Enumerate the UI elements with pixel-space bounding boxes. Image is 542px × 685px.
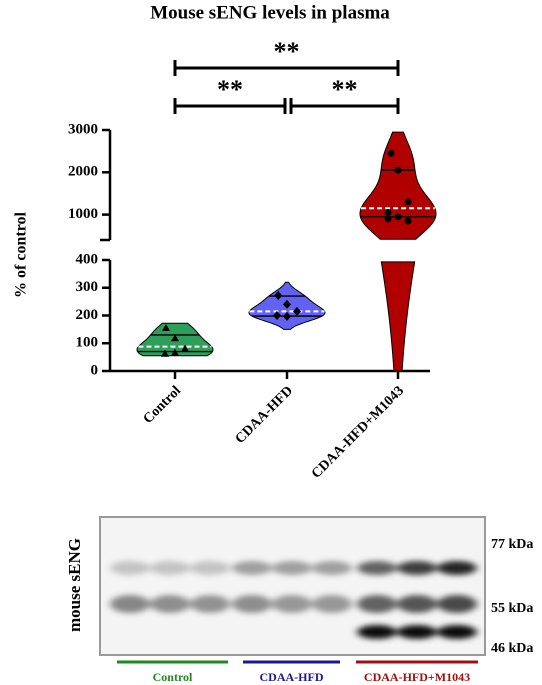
data-point (273, 311, 281, 320)
y-tick-label: 0 (91, 362, 99, 378)
data-point (274, 291, 283, 301)
band (150, 595, 190, 613)
blot-bands (110, 561, 477, 639)
significance-label: ** (217, 75, 243, 104)
group-label: CDAA-HFD+M1043 (364, 670, 470, 684)
band (110, 561, 150, 575)
data-point (283, 299, 291, 309)
group-label: CDAA-HFD (260, 670, 324, 684)
chart-title: Mouse sENG levels in plasma (150, 2, 390, 23)
band (272, 595, 312, 613)
band (437, 625, 477, 639)
band (437, 595, 477, 613)
y-tick-label: 2000 (68, 164, 98, 180)
data-point (404, 198, 412, 206)
plot: 0 100 200 300 400 1000 2000 3000 Control CDAA-HFD… (68, 37, 437, 482)
band (397, 561, 437, 575)
band (437, 561, 477, 575)
data-point (181, 344, 189, 352)
band (357, 561, 397, 575)
y-tick-label: 3000 (68, 121, 98, 137)
data-point (293, 306, 301, 316)
violin (380, 261, 416, 372)
data-point (283, 311, 291, 321)
data-point (171, 348, 179, 356)
kda-label: 46 kDa (491, 641, 533, 656)
band (397, 595, 437, 613)
data-point (384, 215, 392, 223)
band (110, 595, 150, 613)
band (190, 561, 230, 575)
band (312, 595, 352, 613)
data-point (394, 213, 402, 221)
data-point (404, 217, 412, 225)
x-tick-label: CDAA-HFD+M1043 (309, 383, 407, 481)
band (357, 595, 397, 613)
band (232, 595, 272, 613)
y-tick-label: 200 (76, 307, 99, 323)
band (272, 561, 312, 575)
y-tick-label: 400 (76, 251, 99, 267)
data-point (394, 166, 402, 174)
significance-label: ** (332, 75, 358, 104)
band (232, 561, 272, 575)
data-point (171, 334, 179, 342)
band (397, 625, 437, 639)
x-tick-label: CDAA-HFD (233, 383, 296, 446)
kda-label: 55 kDa (491, 601, 533, 616)
y-axis-label: % of control (13, 211, 30, 297)
data-point (384, 209, 392, 216)
data-point (161, 323, 170, 331)
band (357, 625, 397, 639)
blot-label: mouse sENG (65, 538, 84, 632)
y-tick-label: 1000 (68, 206, 98, 222)
significance-label: ** (274, 37, 300, 66)
group-label: Control (153, 670, 193, 684)
band (190, 595, 230, 613)
y-tick-label: 300 (76, 279, 99, 295)
y-tick-label: 100 (76, 335, 99, 351)
band (150, 561, 190, 575)
data-point (161, 349, 169, 357)
x-tick-label: Control (141, 383, 185, 427)
violin (359, 131, 437, 240)
kda-label: 77 kDa (491, 537, 533, 552)
data-point (387, 149, 395, 157)
band (312, 561, 352, 575)
